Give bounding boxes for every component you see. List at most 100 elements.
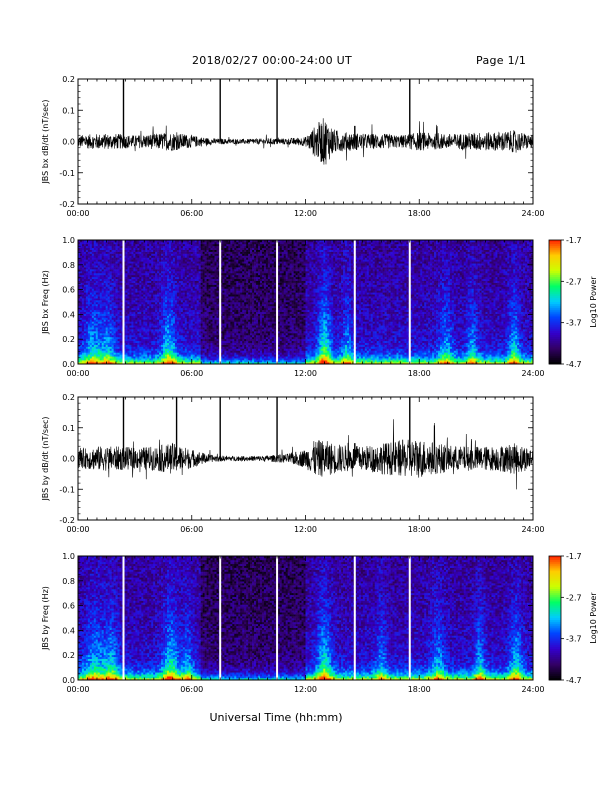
spectrogram-cell	[98, 246, 100, 248]
spectrogram-cell	[106, 333, 108, 335]
spectrogram-cell	[102, 304, 104, 306]
spectrogram-cell	[96, 341, 98, 343]
spectrogram-cell	[90, 300, 92, 302]
spectrogram-cell	[100, 337, 102, 339]
spectrogram-cell	[106, 275, 108, 277]
spectrogram-cell	[86, 246, 88, 248]
spectrogram-cell	[94, 312, 96, 314]
spectrogram-cell	[86, 288, 88, 290]
spectrogram-cell	[106, 263, 108, 265]
spectrogram-cell	[90, 352, 92, 354]
spectrogram-cell	[106, 256, 108, 258]
spectrogram-cell	[102, 244, 104, 246]
spectrogram-cell	[88, 341, 90, 343]
spectrogram-cell	[84, 312, 86, 314]
spectrogram-cell	[92, 244, 94, 246]
spectrogram-cell	[88, 312, 90, 314]
spectrogram-cell	[82, 360, 84, 362]
spectrogram-cell	[90, 358, 92, 360]
spectrogram-cell	[94, 356, 96, 358]
spectrogram-cell	[84, 354, 86, 356]
spectrogram-cell	[82, 296, 84, 298]
spectrogram-cell	[82, 283, 84, 285]
spectrogram-cell	[96, 333, 98, 335]
spectrogram-cell	[98, 347, 100, 349]
spectrogram-cell	[80, 337, 82, 339]
spectrogram-cell	[92, 279, 94, 281]
spectrogram-cell	[96, 352, 98, 354]
spectrogram-cell	[98, 242, 100, 244]
spectrogram-cell	[88, 325, 90, 327]
spectrogram-cell	[80, 259, 82, 261]
spectrogram-cell	[84, 300, 86, 302]
spectrogram-cell	[90, 279, 92, 281]
spectrogram-cell	[82, 308, 84, 310]
spectrogram-cell	[96, 259, 98, 261]
spectrogram-cell	[90, 310, 92, 312]
spectrogram-cell	[94, 306, 96, 308]
spectrogram-cell	[102, 360, 104, 362]
spectrogram-cell	[86, 358, 88, 360]
spectrogram-cell	[90, 294, 92, 296]
spectrogram-cell	[104, 296, 106, 298]
spectrogram-cell	[106, 316, 108, 318]
spectrogram-cell	[98, 277, 100, 279]
spectrogram-cell	[104, 329, 106, 331]
spectrogram-cell	[82, 312, 84, 314]
spectrogram-cell	[104, 304, 106, 306]
spectrogram-cell	[82, 337, 84, 339]
spectrogram-cell	[86, 354, 88, 356]
spectrogram-cell	[96, 288, 98, 290]
spectrogram-cell	[90, 335, 92, 337]
spectrogram-cell	[84, 298, 86, 300]
spectrogram-cell	[102, 352, 104, 354]
spectrogram-cell	[96, 321, 98, 323]
spectrogram-cell	[102, 281, 104, 283]
spectrogram-cell	[84, 269, 86, 271]
spectrogram-cell	[92, 319, 94, 321]
spectrogram-cell	[86, 335, 88, 337]
spectrogram-cell	[84, 349, 86, 351]
spectrogram-cell	[106, 300, 108, 302]
spectrogram-cell	[92, 281, 94, 283]
spectrogram-cell	[102, 259, 104, 261]
spectrogram-cell	[92, 248, 94, 250]
spectrogram-cell	[96, 248, 98, 250]
spectrogram-cell	[86, 319, 88, 321]
spectrogram-cell	[98, 287, 100, 289]
spectrogram-cell	[84, 356, 86, 358]
spectrogram-cell	[94, 242, 96, 244]
spectrogram-cell	[84, 352, 86, 354]
spectrogram-cell	[102, 267, 104, 269]
spectrogram-cell	[86, 283, 88, 285]
spectrogram-cell	[98, 281, 100, 283]
spectrogram-cell	[84, 271, 86, 273]
spectrogram-cell	[94, 281, 96, 283]
spectrogram-cell	[82, 321, 84, 323]
spectrogram-cell	[80, 349, 82, 351]
spectrogram-cell	[92, 296, 94, 298]
spectrogram-cell	[88, 360, 90, 362]
spectrogram-cell	[88, 349, 90, 351]
spectrogram-cell	[100, 273, 102, 275]
spectrogram-cell	[80, 321, 82, 323]
spectrogram-cell	[100, 265, 102, 267]
spectrogram-cell	[92, 337, 94, 339]
spectrogram-cell	[98, 256, 100, 258]
spectrogram-cell	[96, 329, 98, 331]
spectrogram-cell	[104, 292, 106, 294]
spectrogram-cell	[96, 347, 98, 349]
spectrogram-cell	[100, 327, 102, 329]
spectrogram-cell	[106, 343, 108, 345]
spectrogram-cell	[94, 296, 96, 298]
spectrogram-cell	[96, 343, 98, 345]
spectrogram-cell	[106, 331, 108, 333]
spectrogram-cell	[82, 347, 84, 349]
spectrogram-cell	[86, 325, 88, 327]
spectrogram-cell	[94, 290, 96, 292]
spectrogram-cell	[102, 263, 104, 265]
spectrogram-cell	[94, 345, 96, 347]
spectrogram-cell	[98, 248, 100, 250]
spectrogram-cell	[102, 318, 104, 320]
spectrogram-cell	[100, 345, 102, 347]
